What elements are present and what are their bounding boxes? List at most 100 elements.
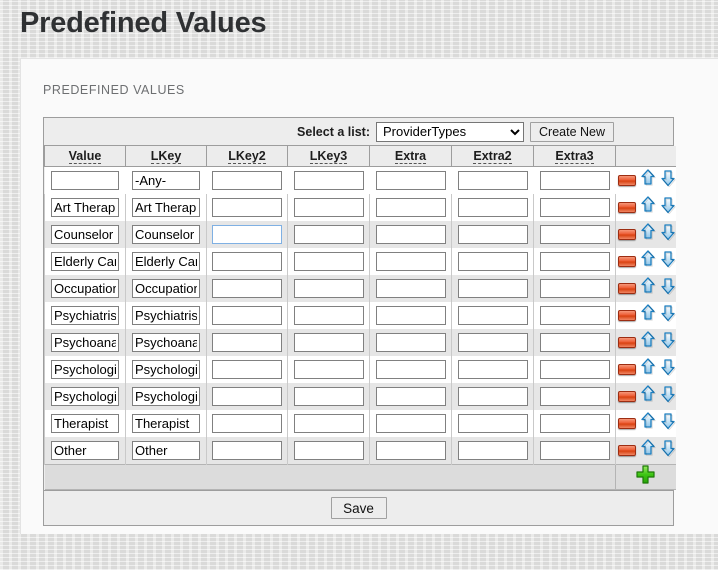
input-lkey2[interactable]: [212, 360, 282, 379]
move-row-up-icon[interactable]: [640, 304, 656, 327]
delete-row-icon[interactable]: [618, 310, 636, 321]
delete-row-icon[interactable]: [618, 229, 636, 240]
input-value[interactable]: [51, 360, 119, 379]
input-value[interactable]: [51, 171, 119, 190]
move-row-down-icon[interactable]: [660, 277, 676, 300]
input-extra3[interactable]: [539, 387, 610, 406]
delete-row-icon[interactable]: [618, 256, 636, 267]
input-extra[interactable]: [375, 252, 446, 271]
input-lkey[interactable]: [132, 360, 200, 379]
input-extra[interactable]: [375, 225, 446, 244]
input-value[interactable]: [51, 252, 119, 271]
list-select[interactable]: ProviderTypes: [376, 121, 524, 142]
input-lkey[interactable]: [132, 306, 200, 325]
move-row-up-icon[interactable]: [640, 358, 656, 381]
move-row-down-icon[interactable]: [660, 331, 676, 354]
input-extra[interactable]: [375, 441, 446, 460]
input-lkey2[interactable]: [212, 441, 282, 460]
input-lkey3[interactable]: [293, 360, 364, 379]
input-lkey2[interactable]: [212, 306, 282, 325]
input-lkey[interactable]: [132, 441, 200, 460]
input-extra3[interactable]: [539, 414, 610, 433]
input-extra[interactable]: [375, 306, 446, 325]
column-header-extra2[interactable]: Extra2: [451, 146, 534, 167]
input-value[interactable]: [51, 279, 119, 298]
input-extra[interactable]: [375, 333, 446, 352]
input-lkey[interactable]: [132, 252, 200, 271]
input-value[interactable]: [51, 333, 119, 352]
input-extra[interactable]: [375, 360, 446, 379]
input-lkey2[interactable]: [212, 414, 282, 433]
delete-row-icon[interactable]: [618, 202, 636, 213]
move-row-up-icon[interactable]: [640, 385, 656, 408]
column-header-extra3[interactable]: Extra3: [533, 146, 616, 167]
save-button[interactable]: Save: [330, 497, 387, 519]
move-row-up-icon[interactable]: [640, 331, 656, 354]
input-value[interactable]: [51, 225, 119, 244]
input-lkey2[interactable]: [212, 171, 282, 190]
input-lkey3[interactable]: [293, 333, 364, 352]
input-extra3[interactable]: [539, 441, 610, 460]
move-row-down-icon[interactable]: [660, 304, 676, 327]
move-row-down-icon[interactable]: [660, 385, 676, 408]
input-lkey3[interactable]: [293, 171, 364, 190]
input-value[interactable]: [51, 441, 119, 460]
delete-row-icon[interactable]: [618, 418, 636, 429]
input-extra2[interactable]: [457, 360, 528, 379]
column-header-value[interactable]: Value: [44, 146, 126, 167]
input-extra3[interactable]: [539, 360, 610, 379]
delete-row-icon[interactable]: [618, 391, 636, 402]
input-extra[interactable]: [375, 279, 446, 298]
input-lkey3[interactable]: [293, 252, 364, 271]
input-extra3[interactable]: [539, 333, 610, 352]
column-header-lkey3[interactable]: LKey3: [287, 146, 370, 167]
move-row-up-icon[interactable]: [640, 277, 656, 300]
input-lkey[interactable]: [132, 414, 200, 433]
input-extra2[interactable]: [457, 414, 528, 433]
move-row-up-icon[interactable]: [640, 169, 656, 192]
input-lkey2[interactable]: [212, 387, 282, 406]
input-value[interactable]: [51, 306, 119, 325]
input-extra[interactable]: [375, 387, 446, 406]
input-extra2[interactable]: [457, 252, 528, 271]
input-lkey3[interactable]: [293, 279, 364, 298]
delete-row-icon[interactable]: [618, 175, 636, 186]
delete-row-icon[interactable]: [618, 337, 636, 348]
input-extra2[interactable]: [457, 279, 528, 298]
input-extra3[interactable]: [539, 306, 610, 325]
input-lkey3[interactable]: [293, 414, 364, 433]
input-lkey[interactable]: [132, 198, 200, 217]
input-lkey2[interactable]: [212, 198, 282, 217]
input-extra3[interactable]: [539, 198, 610, 217]
input-value[interactable]: [51, 198, 119, 217]
create-new-button[interactable]: Create New: [530, 121, 614, 142]
delete-row-icon[interactable]: [618, 283, 636, 294]
input-extra[interactable]: [375, 198, 446, 217]
move-row-down-icon[interactable]: [660, 412, 676, 435]
input-extra3[interactable]: [539, 279, 610, 298]
input-extra2[interactable]: [457, 333, 528, 352]
add-row-icon[interactable]: [636, 465, 655, 489]
move-row-up-icon[interactable]: [640, 439, 656, 462]
input-lkey2[interactable]: [212, 225, 282, 244]
input-lkey2[interactable]: [212, 252, 282, 271]
input-lkey[interactable]: [132, 171, 200, 190]
input-value[interactable]: [51, 414, 119, 433]
input-extra2[interactable]: [457, 198, 528, 217]
move-row-down-icon[interactable]: [660, 358, 676, 381]
input-lkey[interactable]: [132, 333, 200, 352]
input-lkey2[interactable]: [212, 333, 282, 352]
column-header-extra[interactable]: Extra: [369, 146, 452, 167]
input-extra2[interactable]: [457, 171, 528, 190]
column-header-lkey2[interactable]: LKey2: [206, 146, 288, 167]
move-row-up-icon[interactable]: [640, 223, 656, 246]
input-lkey[interactable]: [132, 225, 200, 244]
input-extra2[interactable]: [457, 387, 528, 406]
move-row-up-icon[interactable]: [640, 412, 656, 435]
input-lkey3[interactable]: [293, 306, 364, 325]
input-lkey[interactable]: [132, 387, 200, 406]
delete-row-icon[interactable]: [618, 364, 636, 375]
move-row-down-icon[interactable]: [660, 169, 676, 192]
input-lkey3[interactable]: [293, 198, 364, 217]
move-row-down-icon[interactable]: [660, 250, 676, 273]
